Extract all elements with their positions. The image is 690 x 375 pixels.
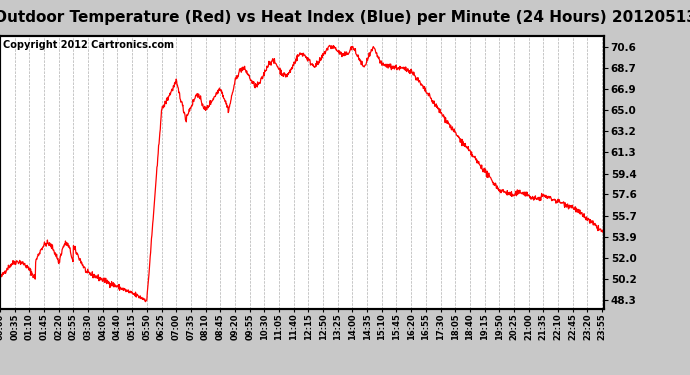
Text: Copyright 2012 Cartronics.com: Copyright 2012 Cartronics.com [3,40,174,51]
Text: Outdoor Temperature (Red) vs Heat Index (Blue) per Minute (24 Hours) 20120513: Outdoor Temperature (Red) vs Heat Index … [0,10,690,26]
